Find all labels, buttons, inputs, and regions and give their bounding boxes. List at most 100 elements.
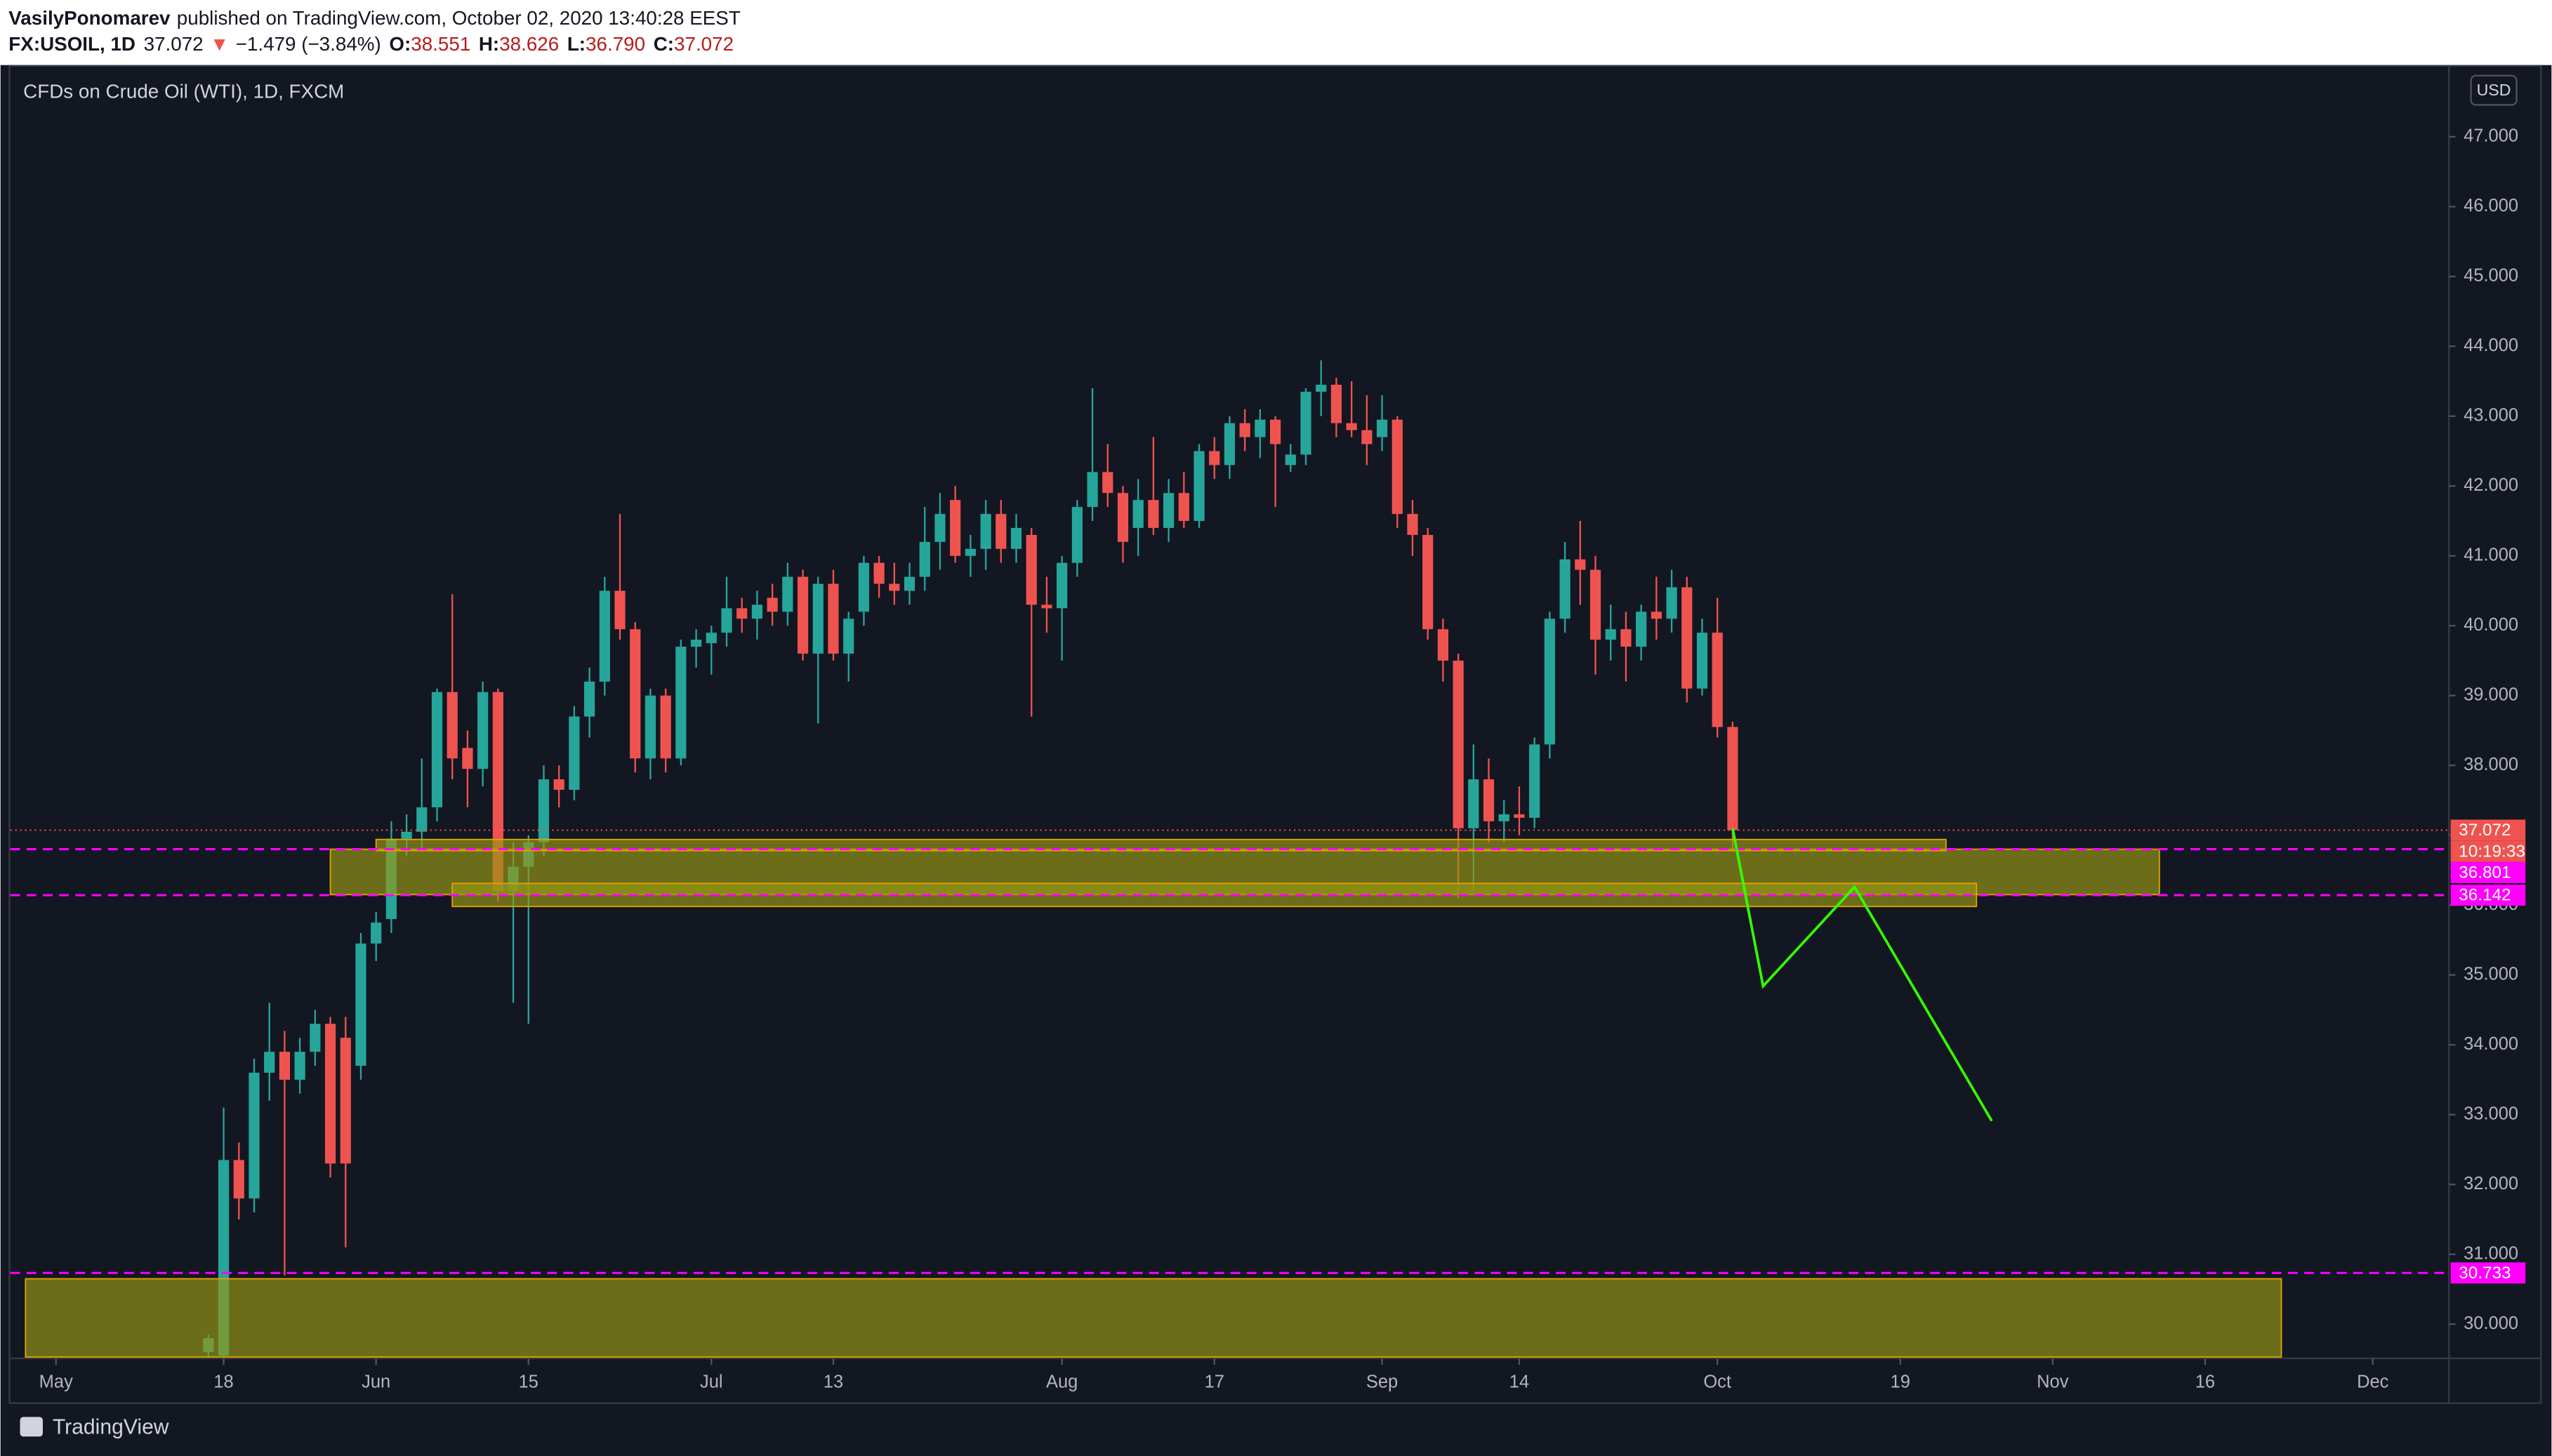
price-label: 37.072 (2459, 821, 2511, 840)
candle-body (1148, 500, 1159, 528)
candle-body (934, 514, 946, 542)
candle-body (1544, 618, 1555, 745)
candle-body (1589, 569, 1601, 640)
candle-body (1391, 419, 1403, 515)
candle-body (1498, 814, 1509, 821)
logo-text: TradingView (53, 1416, 169, 1439)
candle-body (721, 608, 732, 633)
currency: USD (2477, 81, 2511, 99)
x-tick-label: Dec (2357, 1372, 2389, 1391)
candle-body (965, 548, 976, 556)
candle-body (553, 779, 564, 790)
candle-body (447, 691, 458, 759)
y-tick-label: 44.000 (2464, 336, 2518, 355)
change-arrow: ▼ (210, 33, 230, 55)
y-tick-label: 38.000 (2464, 755, 2518, 774)
y-tick-label: 47.000 (2464, 126, 2518, 146)
candle-body (736, 608, 748, 619)
level-label: 36.801 (2459, 863, 2511, 882)
candle-body (1712, 633, 1723, 727)
candle-body (1209, 451, 1220, 465)
zone (375, 838, 1947, 852)
candle-body (1102, 472, 1113, 494)
countdown-box (2450, 840, 2526, 862)
candle-body (1163, 493, 1175, 528)
candle-body (355, 943, 366, 1066)
candle-body (1666, 587, 1677, 619)
candle-body (1605, 629, 1616, 640)
projection-path (1731, 828, 1993, 1122)
candle-body (1194, 451, 1205, 522)
candle-body (1117, 493, 1129, 542)
candle-body (675, 647, 687, 759)
x-tick-label: Oct (1703, 1372, 1731, 1391)
y-tick-label: 33.000 (2464, 1104, 2518, 1123)
candle-body (614, 590, 626, 630)
x-tick-label: 14 (1509, 1372, 1529, 1391)
candle-body (858, 562, 870, 612)
candle-body (477, 691, 489, 769)
candle-body (1514, 814, 1525, 818)
candle-body (584, 681, 595, 717)
candle-body (1727, 727, 1738, 830)
y-tick-label: 42.000 (2464, 475, 2518, 495)
ohlc-value: 36.790 (586, 33, 645, 55)
ohlc-label: C: (654, 33, 674, 55)
change: −1.479 (−3.84%) (236, 33, 381, 55)
ohlc-value: 37.072 (674, 33, 734, 55)
candle-body (644, 695, 656, 759)
level-label-box (2450, 885, 2526, 906)
candle-body (706, 633, 717, 644)
candle-body (751, 604, 763, 619)
candle-body (1681, 587, 1693, 689)
candle-body (843, 618, 854, 654)
tradingview-logo[interactable]: TradingView (20, 1416, 169, 1439)
y-tick-label: 46.000 (2464, 196, 2518, 216)
candle-body (1300, 391, 1311, 455)
x-tick-label: 16 (2195, 1372, 2215, 1391)
candle-body (1529, 744, 1540, 818)
y-tick-label: 32.000 (2464, 1174, 2518, 1193)
candle-body (1651, 611, 1662, 619)
candle-body (690, 640, 702, 647)
chart-title: CFDs on Crude Oil (WTI), 1D, FXCM (23, 80, 344, 102)
x-tick-label: Jul (700, 1372, 723, 1391)
ohlc-value: 38.626 (499, 33, 559, 55)
header-line-1: VasilyPonomarev published on TradingView.… (8, 7, 741, 29)
candle-body (1575, 559, 1586, 570)
last-price: 37.072 (144, 33, 204, 55)
candle-body (1057, 562, 1068, 609)
candle-body (1269, 419, 1281, 444)
candle-body (1071, 507, 1083, 563)
candle-body (1330, 385, 1342, 423)
candle-body (233, 1160, 244, 1199)
candle-body (1224, 423, 1236, 465)
candle-body (1316, 385, 1327, 392)
candle-body (599, 590, 610, 682)
header-line-2: FX:USOIL, 1D 37.072 ▼ −1.479 (−3.84%) O:38.5… (8, 33, 734, 55)
candle-body (1255, 419, 1266, 437)
currency-badge[interactable] (2470, 74, 2518, 106)
candle-body (569, 716, 580, 790)
candle-body (279, 1052, 291, 1080)
candle-body (1422, 534, 1434, 630)
y-tick-label: 43.000 (2464, 406, 2518, 425)
candle-body (1453, 661, 1464, 828)
zone (25, 1278, 2282, 1358)
x-tick-label: Sep (1366, 1372, 1398, 1391)
candle-body (950, 500, 961, 556)
level-label: 36.142 (2459, 886, 2511, 905)
y-tick-label: 30.000 (2464, 1313, 2518, 1333)
candle-body (1696, 633, 1708, 689)
y-tick-label: 45.000 (2464, 266, 2518, 286)
candle-body (828, 583, 839, 654)
candle-body (1087, 472, 1098, 508)
x-tick-label: 17 (1205, 1372, 1224, 1391)
candle-body (812, 583, 824, 654)
candle-body (767, 597, 778, 612)
candle-body (1361, 430, 1373, 444)
level-label-box (2450, 1262, 2526, 1284)
level-label: 30.733 (2459, 1264, 2511, 1283)
y-tick-label: 41.000 (2464, 545, 2518, 565)
